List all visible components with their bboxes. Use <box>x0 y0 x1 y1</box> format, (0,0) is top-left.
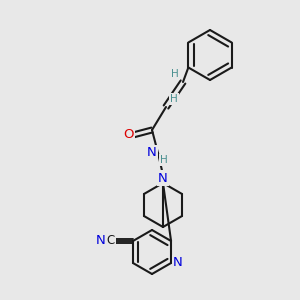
Text: N: N <box>96 235 106 248</box>
Text: H: H <box>170 94 178 104</box>
Text: N: N <box>173 256 183 269</box>
Text: O: O <box>123 128 133 142</box>
Text: C: C <box>107 235 115 248</box>
Text: H: H <box>160 155 168 165</box>
Text: N: N <box>147 146 157 160</box>
Text: N: N <box>158 172 168 184</box>
Text: H: H <box>171 69 179 79</box>
